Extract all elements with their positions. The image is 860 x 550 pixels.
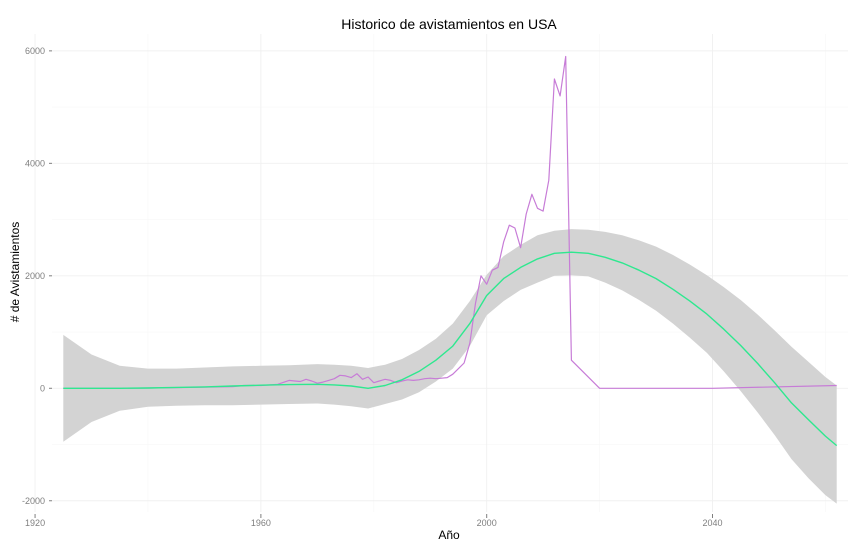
axes: 1920 1960 2000 2040 -2000 0 2000 4000 6000	[22, 46, 723, 528]
chart-title: Historico de avistamientos en USA	[341, 16, 557, 32]
confidence-ribbon-layer	[63, 229, 837, 504]
y-axis-title: # de Avistamientos	[8, 222, 22, 323]
x-tick-label: 1960	[251, 518, 271, 528]
x-tick-label: 2000	[477, 518, 497, 528]
x-axis-title: Año	[438, 528, 460, 542]
y-tick-label: 6000	[25, 46, 45, 56]
x-tick-label: 1920	[25, 518, 45, 528]
y-tick-label: 4000	[25, 158, 45, 168]
gridlines	[34, 34, 848, 512]
y-tick-label: -2000	[22, 496, 45, 506]
y-tick-label: 2000	[25, 271, 45, 281]
smooth-trend-line	[63, 251, 838, 447]
series-layer	[63, 55, 838, 447]
confidence-ribbon	[63, 229, 837, 504]
x-tick-label: 2040	[702, 518, 722, 528]
observed-sightings-line	[63, 55, 837, 389]
y-tick-label: 0	[40, 383, 45, 393]
